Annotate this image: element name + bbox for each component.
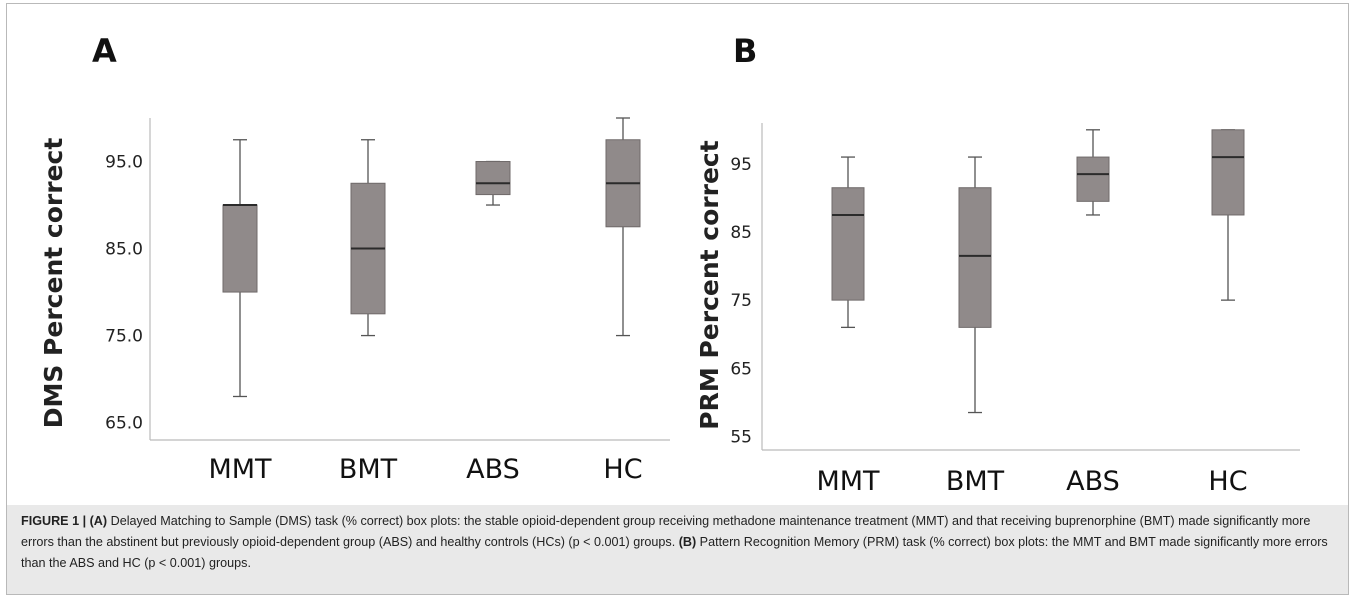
box-abs	[1076, 129, 1110, 216]
y-tick-label: 95	[730, 155, 752, 175]
box-bmt	[350, 139, 386, 337]
y-axis-label-b: PRM Percent correct	[695, 140, 724, 429]
box-bmt	[958, 156, 992, 414]
box-iqr	[222, 204, 258, 293]
charts-area: A DMS Percent correct 65.0 75.0 85.0 95.0 M…	[39, 32, 1300, 497]
panel-a: A DMS Percent correct 65.0 75.0 85.0 95.0 M…	[39, 32, 670, 485]
box-mmt	[222, 139, 258, 398]
caption-a-tag: (A)	[89, 514, 108, 528]
box-mmt	[831, 156, 865, 329]
figure-caption: FIGURE 1 | (A) Delayed Matching to Sampl…	[21, 511, 1334, 574]
y-tick-label: 75	[730, 291, 752, 311]
x-category-label: HC	[1208, 466, 1247, 497]
x-category-label: BMT	[946, 466, 1005, 497]
caption-b-tag: (B)	[678, 535, 697, 549]
box-hc	[605, 117, 641, 337]
caption-label: FIGURE 1 |	[21, 514, 87, 528]
y-tick-label: 95.0	[105, 153, 143, 173]
box-iqr	[958, 187, 992, 328]
box-iqr	[1211, 129, 1245, 216]
y-tick-label: 85	[730, 223, 752, 243]
x-category-label: BMT	[339, 454, 398, 485]
caption-a-text: Delayed Matching to Sample (DMS) task (%…	[21, 514, 1311, 549]
caption-b-text: Pattern Recognition Memory (PRM) task (%…	[21, 535, 1328, 570]
x-category-label: ABS	[1066, 466, 1120, 497]
x-category-label: HC	[603, 454, 642, 485]
y-tick-label: 75.0	[105, 327, 143, 347]
x-category-label: MMT	[208, 454, 272, 485]
y-tick-label: 65	[730, 359, 752, 379]
box-abs	[475, 160, 511, 206]
x-category-label: MMT	[816, 466, 880, 497]
y-tick-label: 55	[730, 427, 752, 447]
figure-frame	[6, 3, 1349, 595]
y-tick-label: 65.0	[105, 414, 143, 434]
y-tick-label: 85.0	[105, 240, 143, 260]
box-iqr	[831, 187, 865, 301]
panel-b: B PRM Percent correct 55 65 75 85 95 MMT BMT A…	[695, 32, 1300, 497]
box-iqr	[1076, 156, 1110, 202]
box-iqr	[475, 161, 511, 196]
x-category-label: ABS	[466, 454, 520, 485]
panel-label-b: B	[733, 32, 757, 70]
panel-label-a: A	[92, 32, 117, 70]
caption-box: FIGURE 1 | (A) Delayed Matching to Sampl…	[7, 505, 1348, 594]
y-axis-label-a: DMS Percent correct	[39, 138, 68, 429]
box-hc	[1211, 129, 1245, 301]
